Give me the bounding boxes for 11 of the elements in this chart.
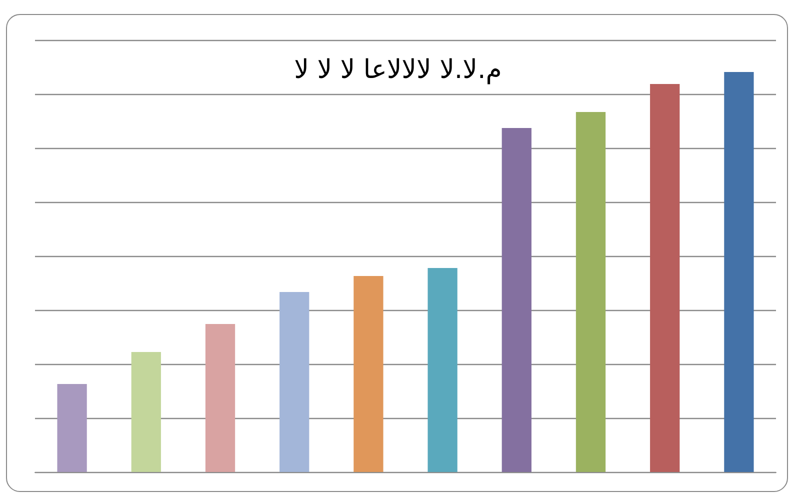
bar xyxy=(428,268,458,472)
bar xyxy=(57,384,87,472)
chart-title: م.لا.لا لالالاعا لا لا لا xyxy=(294,55,502,85)
bar xyxy=(502,128,532,472)
bar xyxy=(724,72,754,472)
bar xyxy=(131,352,161,472)
bar xyxy=(576,112,606,472)
bar xyxy=(650,84,680,472)
bar xyxy=(280,292,310,472)
bar xyxy=(205,324,236,472)
bar xyxy=(354,276,384,472)
